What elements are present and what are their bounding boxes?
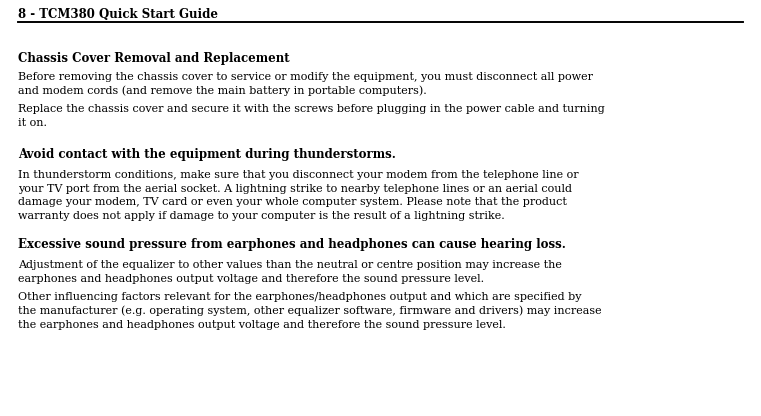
Text: 8 - TCM380 Quick Start Guide: 8 - TCM380 Quick Start Guide — [18, 8, 218, 21]
Text: Replace the chassis cover and secure it with the screws before plugging in the p: Replace the chassis cover and secure it … — [18, 104, 605, 128]
Text: Avoid contact with the equipment during thunderstorms.: Avoid contact with the equipment during … — [18, 148, 396, 161]
Text: Adjustment of the equalizer to other values than the neutral or centre position : Adjustment of the equalizer to other val… — [18, 260, 562, 284]
Text: Other influencing factors relevant for the earphones/headphones output and which: Other influencing factors relevant for t… — [18, 292, 602, 330]
Text: Before removing the chassis cover to service or modify the equipment, you must d: Before removing the chassis cover to ser… — [18, 72, 593, 97]
Text: In thunderstorm conditions, make sure that you disconnect your modem from the te: In thunderstorm conditions, make sure th… — [18, 170, 578, 221]
Text: Chassis Cover Removal and Replacement: Chassis Cover Removal and Replacement — [18, 52, 290, 65]
Text: Excessive sound pressure from earphones and headphones can cause hearing loss.: Excessive sound pressure from earphones … — [18, 238, 566, 251]
